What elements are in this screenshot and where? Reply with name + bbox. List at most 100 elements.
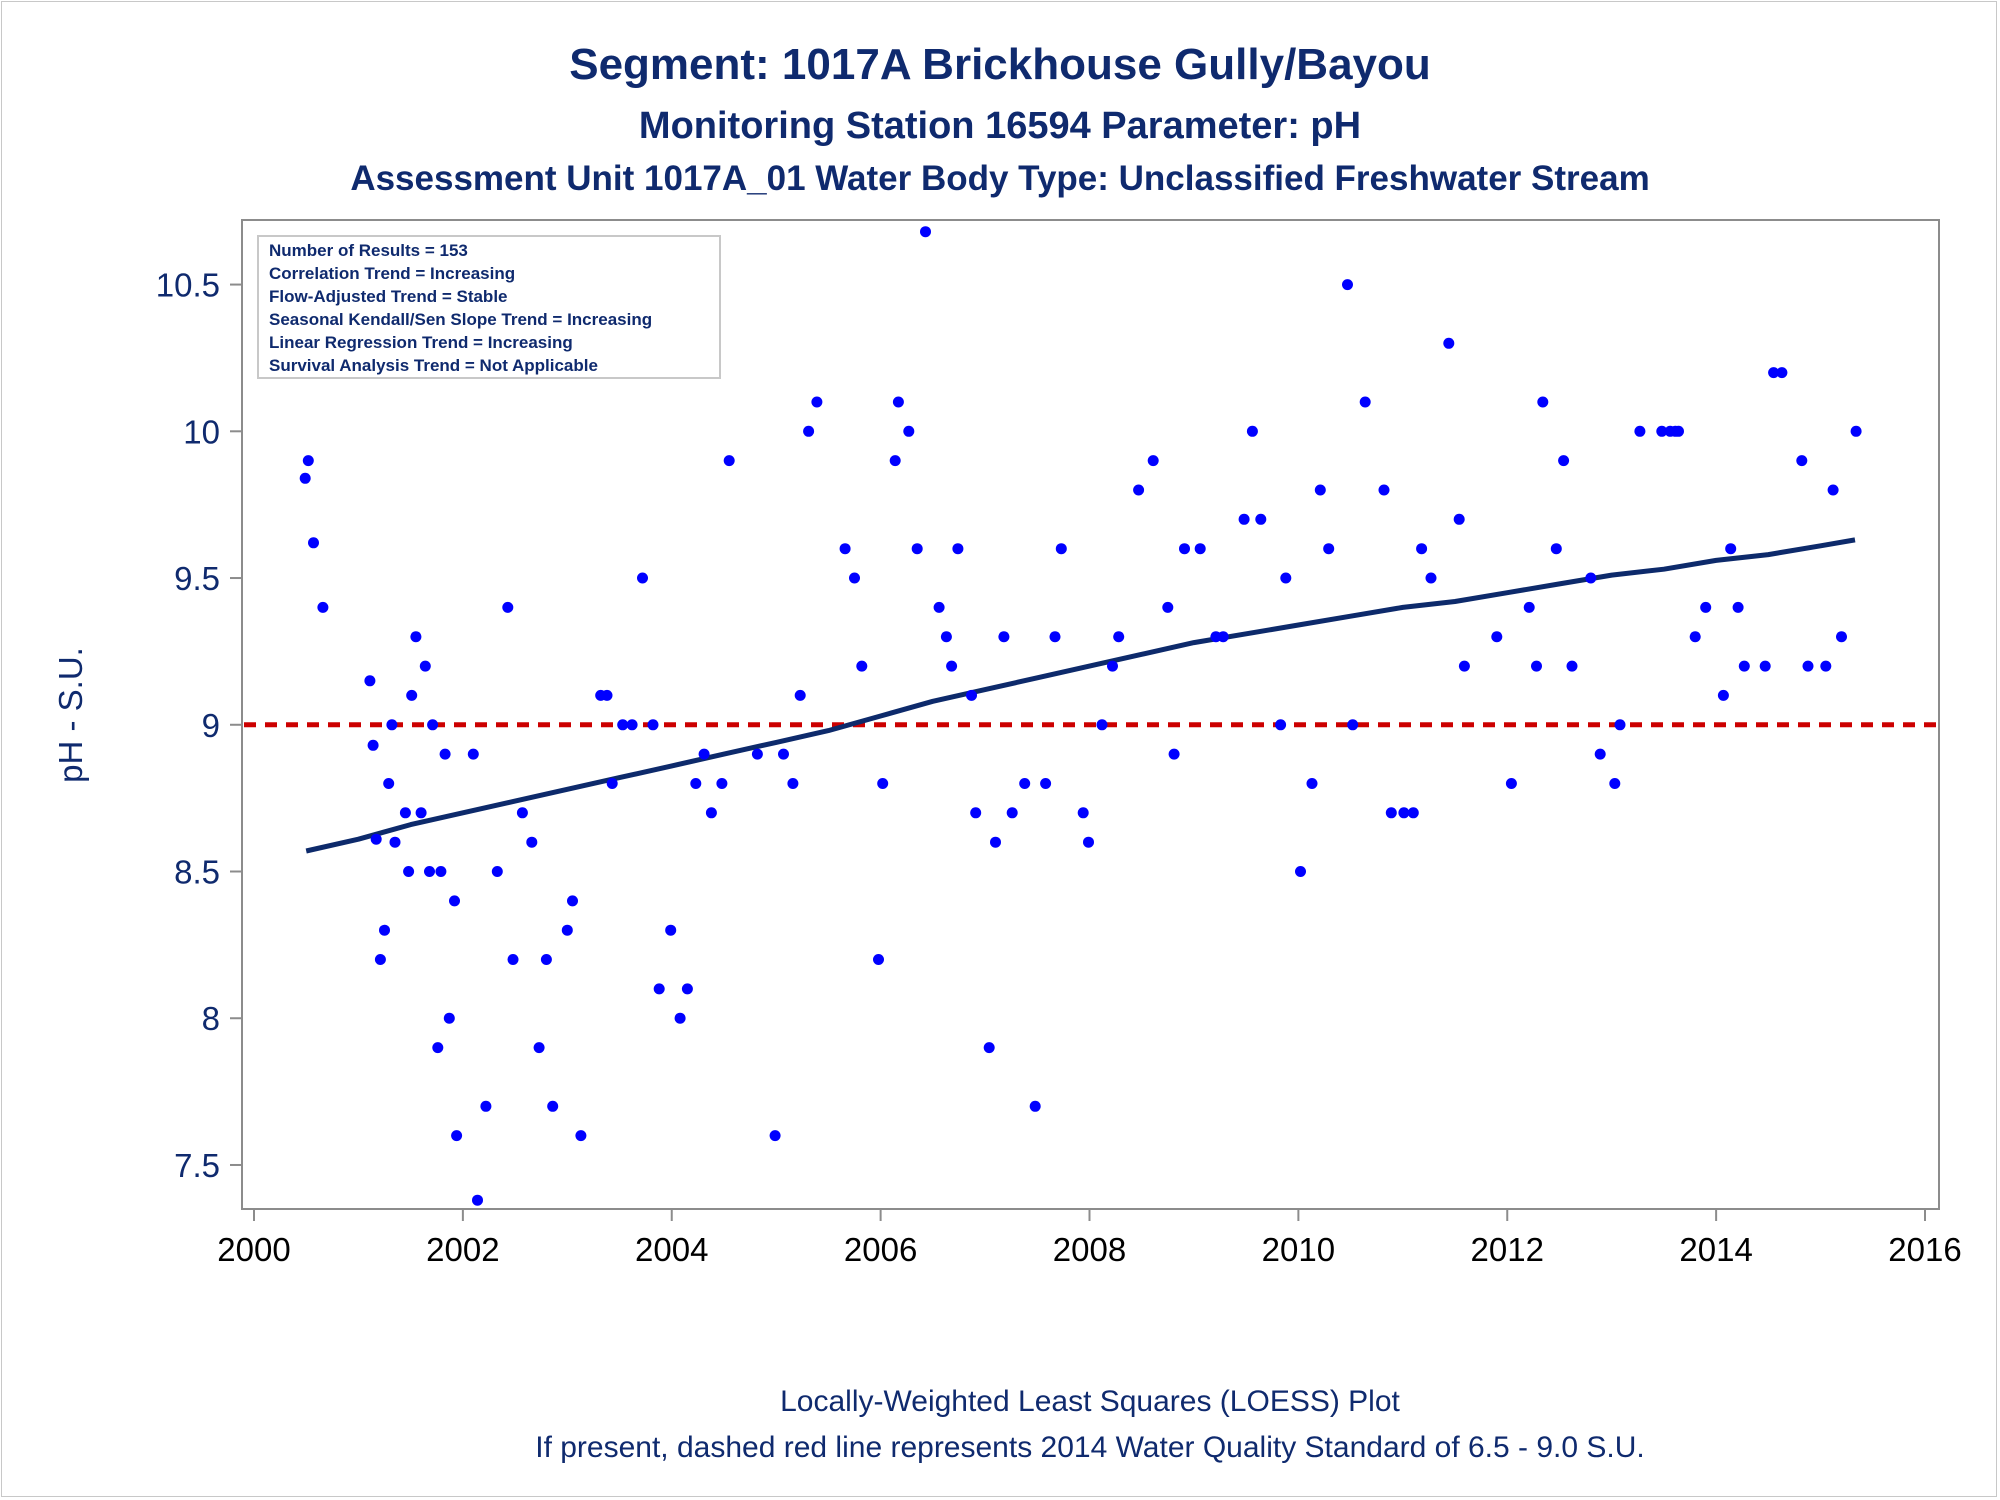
data-point <box>435 866 447 877</box>
data-point <box>403 866 415 877</box>
data-point <box>406 689 418 701</box>
data-point <box>410 631 422 643</box>
data-point <box>1295 866 1306 877</box>
data-point <box>1505 778 1517 789</box>
data-point <box>990 836 1001 848</box>
legend-line-flow-adjusted: Flow-Adjusted Trend = Stable <box>269 287 508 306</box>
data-point <box>1040 778 1052 789</box>
data-point <box>1827 484 1839 496</box>
data-point <box>480 1100 492 1112</box>
y-tick-label: 8 <box>202 1000 220 1037</box>
data-point <box>1491 631 1503 643</box>
data-point <box>1179 543 1190 555</box>
footnote-standard: If present, dashed red line represents 2… <box>535 1431 1645 1464</box>
data-point <box>1378 484 1390 496</box>
data-point <box>1550 543 1562 555</box>
data-point <box>1673 425 1684 437</box>
data-point <box>439 748 451 760</box>
data-point <box>374 954 386 965</box>
data-point <box>933 601 945 613</box>
data-point <box>911 543 923 555</box>
x-tick-label: 2012 <box>1471 1231 1544 1268</box>
data-point <box>1049 631 1061 643</box>
y-tick-label: 9 <box>202 707 220 744</box>
y-tick-label: 8.5 <box>174 854 220 891</box>
data-point <box>1029 1100 1041 1112</box>
data-point <box>491 866 503 877</box>
data-point <box>1820 660 1832 672</box>
data-point <box>472 1194 483 1206</box>
data-point <box>1531 660 1542 672</box>
data-point <box>811 396 823 408</box>
x-tick-label: 2004 <box>635 1231 708 1268</box>
y-tick-label: 10 <box>183 413 220 450</box>
x-tick-label: 2006 <box>844 1231 917 1268</box>
data-point <box>302 455 314 467</box>
data-point <box>970 807 982 819</box>
y-tick-label: 9.5 <box>174 560 220 597</box>
data-point <box>681 983 693 995</box>
data-point <box>1407 807 1419 819</box>
data-point <box>364 675 376 687</box>
data-point <box>1055 543 1067 555</box>
data-point <box>877 778 889 789</box>
data-point <box>1725 543 1737 555</box>
data-point <box>399 807 411 819</box>
x-tick-label: 2010 <box>1262 1231 1335 1268</box>
data-point <box>1458 660 1470 672</box>
data-point <box>1609 778 1621 789</box>
data-point <box>940 631 952 643</box>
data-point <box>952 543 964 555</box>
data-point <box>1558 455 1570 467</box>
data-point <box>1113 631 1125 643</box>
data-point <box>424 866 435 877</box>
data-point <box>787 778 799 789</box>
data-point <box>647 719 659 731</box>
x-tick-label: 2008 <box>1053 1231 1126 1268</box>
data-point <box>1217 631 1229 643</box>
data-point <box>1347 719 1359 731</box>
stats-legend-box <box>257 235 721 379</box>
data-point <box>1275 719 1287 731</box>
data-point <box>794 689 806 701</box>
data-point <box>1238 513 1250 525</box>
data-point <box>389 836 401 848</box>
x-tick-label: 2014 <box>1679 1231 1752 1268</box>
data-point <box>379 924 390 936</box>
data-point <box>1594 748 1606 760</box>
data-point <box>1416 543 1428 555</box>
data-point <box>451 1130 463 1142</box>
data-point <box>637 572 648 584</box>
x-tick-label: 2016 <box>1888 1231 1961 1268</box>
data-point <box>653 983 665 995</box>
data-point <box>507 954 519 965</box>
data-point <box>983 1042 995 1054</box>
legend-line-seasonal-kendall: Seasonal Kendall/Sen Slope Trend = Incre… <box>269 310 652 329</box>
data-point <box>1717 689 1729 701</box>
data-point <box>419 660 431 672</box>
data-point <box>966 689 977 701</box>
data-point <box>1314 484 1326 496</box>
data-point <box>467 748 479 760</box>
data-point <box>502 601 514 613</box>
data-point <box>415 807 427 819</box>
data-point <box>1255 513 1267 525</box>
data-point <box>1585 572 1597 584</box>
data-point <box>1689 631 1701 643</box>
data-point <box>370 833 382 845</box>
data-point <box>839 543 851 555</box>
data-point <box>1656 425 1668 437</box>
data-point <box>1168 748 1180 760</box>
y-axis: 7.5 8 8.5 9 9.5 10 10.5 <box>156 267 242 1184</box>
chart-subtitle: Monitoring Station 16594 Parameter: pH <box>639 105 1361 147</box>
data-point <box>1850 425 1862 437</box>
data-point <box>1537 396 1549 408</box>
data-point <box>1133 484 1145 496</box>
loess-trend-line <box>305 537 1856 854</box>
data-point <box>1385 807 1397 819</box>
data-point <box>601 689 613 701</box>
data-point <box>308 537 319 549</box>
data-point <box>449 895 460 907</box>
data-point <box>1246 425 1258 437</box>
